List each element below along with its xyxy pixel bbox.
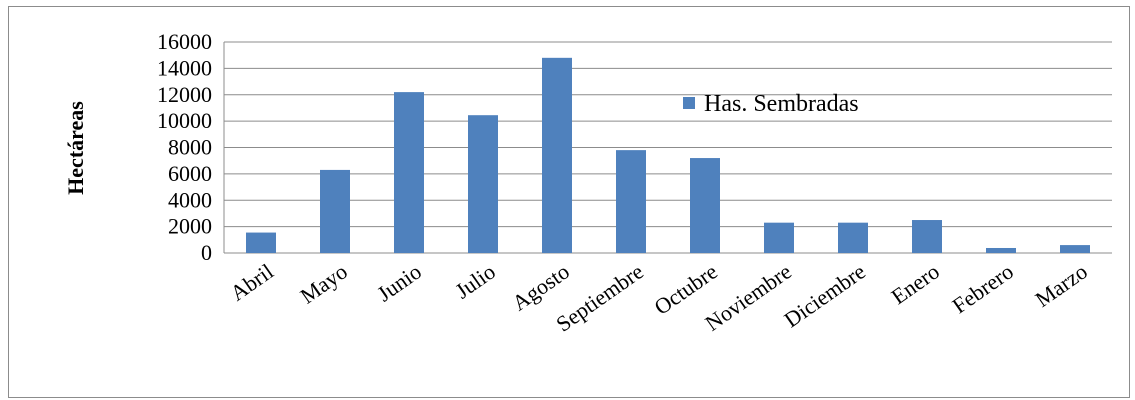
y-tick-label: 14000 xyxy=(157,55,212,80)
bar-septiembre xyxy=(616,150,646,253)
y-tick-label: 6000 xyxy=(168,161,212,186)
bar-octubre xyxy=(690,158,720,253)
x-tick-label: Abril xyxy=(225,259,277,306)
y-axis-label: Hectáreas xyxy=(63,101,88,195)
y-tick-label: 4000 xyxy=(168,187,212,212)
x-tick-label: Diciembre xyxy=(779,259,869,333)
x-tick-label: Marzo xyxy=(1030,259,1091,312)
x-tick-label: Enero xyxy=(886,259,943,310)
bar-enero xyxy=(912,220,942,253)
gridlines xyxy=(223,41,1112,254)
bar-marzo xyxy=(1060,245,1090,253)
legend-label: Has. Sembradas xyxy=(704,91,859,117)
bars xyxy=(246,57,1090,254)
y-tick-label: 2000 xyxy=(168,214,212,239)
y-tick-label: 8000 xyxy=(168,135,212,160)
y-tick-label: 16000 xyxy=(157,29,212,54)
legend-swatch xyxy=(683,97,695,109)
bar-diciembre xyxy=(838,222,868,253)
x-tick-label: Junio xyxy=(372,259,425,307)
bar-agosto xyxy=(542,57,572,254)
bar-noviembre xyxy=(764,222,794,253)
bar-mayo xyxy=(320,169,350,253)
legend: Has. Sembradas xyxy=(683,91,859,117)
x-tick-label: Mayo xyxy=(295,259,351,309)
bar-febrero xyxy=(986,247,1016,253)
y-tick-label: 10000 xyxy=(157,108,212,133)
bar-julio xyxy=(468,115,498,253)
x-tick-label: Febrero xyxy=(947,259,1017,319)
bar-junio xyxy=(394,92,424,253)
x-tick-label: Julio xyxy=(450,259,499,304)
y-tick-label: 0 xyxy=(201,240,212,265)
bar-abril xyxy=(246,232,276,253)
y-tick-label: 12000 xyxy=(157,82,212,107)
